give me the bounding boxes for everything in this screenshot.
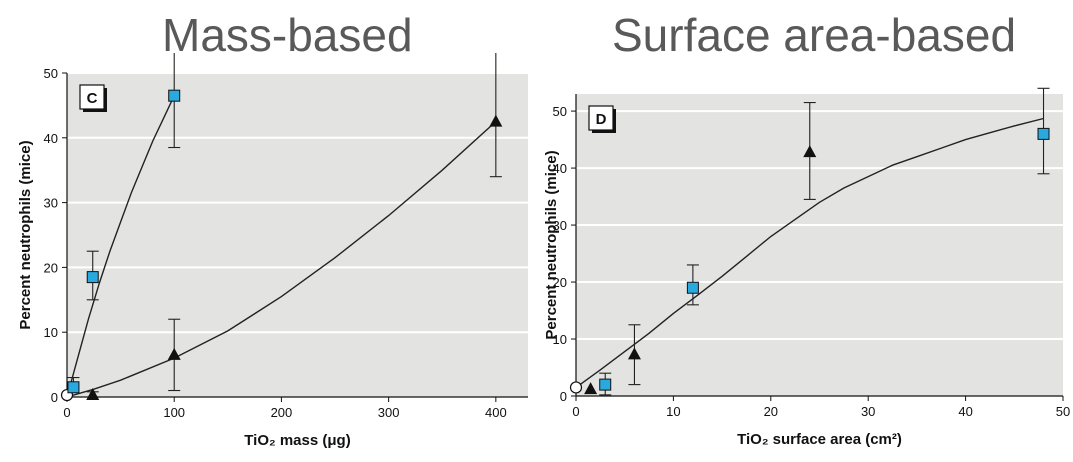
- x-axis-label: TiO₂ mass (μg): [244, 432, 350, 449]
- panel-label-box: [588, 105, 614, 131]
- panel-label: D: [596, 111, 607, 128]
- y-axis-label: Percent neutrophils (mice): [543, 150, 560, 339]
- chart-C: 0 10 20 30 40 50 0 100 200 300 400 TiO₂ mass (μg) Pe…: [17, 53, 528, 449]
- fit-curve: [67, 121, 497, 397]
- y-tick-label: 20: [553, 275, 567, 290]
- y-tick-label: 50: [44, 66, 58, 81]
- x-tick-label: 0: [572, 404, 579, 419]
- data-point-square: [168, 89, 181, 102]
- x-axis-label: TiO₂ surface area (cm²): [737, 431, 902, 448]
- data-point-square: [67, 381, 80, 394]
- x-tick-label: 10: [666, 404, 680, 419]
- title-mass-based: Mass-based: [162, 9, 413, 61]
- title-surface-area-based: Surface area-based: [612, 9, 1017, 61]
- data-point-triangle: [489, 114, 503, 127]
- data-point-control: [569, 381, 583, 394]
- y-tick-label: 40: [44, 131, 58, 146]
- x-tick-label: 20: [764, 404, 778, 419]
- fit-curve: [576, 117, 1044, 389]
- data-point-triangle: [86, 388, 100, 401]
- x-tick-label: 300: [378, 405, 400, 420]
- y-tick-label: 40: [553, 161, 567, 176]
- plot-area: [576, 94, 1063, 396]
- data-point-triangle: [627, 347, 641, 360]
- panel-label: C: [87, 90, 98, 107]
- x-tick-label: 100: [163, 405, 185, 420]
- x-tick-label: 200: [271, 405, 293, 420]
- x-tick-label: 50: [1056, 404, 1070, 419]
- y-tick-label: 30: [553, 218, 567, 233]
- data-point-triangle: [167, 347, 181, 360]
- y-tick-label: 50: [553, 104, 567, 119]
- data-point-triangle: [584, 382, 598, 395]
- y-tick-label: 0: [51, 390, 58, 405]
- plot-area: [67, 73, 528, 397]
- panel-label-box: [79, 84, 105, 110]
- chart-D: 0 10 20 30 40 50 0 10 20 30 40 50 TiO₂ surface area …: [543, 87, 1070, 448]
- data-point-square: [686, 281, 699, 294]
- data-point-square: [86, 271, 99, 284]
- x-tick-label: 400: [485, 405, 507, 420]
- plot-content: [67, 53, 502, 397]
- y-tick-label: 10: [44, 325, 58, 340]
- data-point-triangle: [803, 145, 817, 158]
- fit-curve: [67, 95, 175, 397]
- data-point-square: [599, 378, 612, 391]
- y-tick-label: 10: [553, 332, 567, 347]
- x-tick-label: 30: [861, 404, 875, 419]
- y-tick-label: 20: [44, 260, 58, 275]
- x-tick-label: 40: [958, 404, 972, 419]
- x-tick-label: 0: [63, 405, 70, 420]
- y-tick-label: 0: [560, 389, 567, 404]
- y-tick-label: 30: [44, 196, 58, 211]
- y-axis-label: Percent neutrophils (mice): [17, 140, 34, 329]
- data-point-square: [1037, 127, 1050, 140]
